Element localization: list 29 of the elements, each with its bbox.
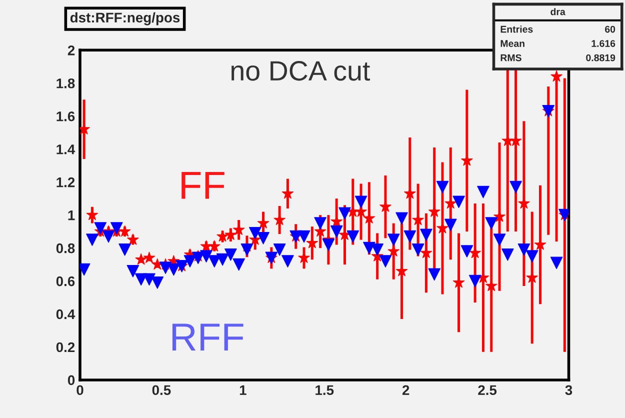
y-tick-label: 1.2 — [56, 177, 75, 188]
series-label: FF — [182, 172, 224, 199]
y-tick-label: 0 — [68, 375, 75, 386]
text: 1.616 — [592, 40, 616, 47]
annotation: RMS — [500, 54, 522, 62]
annotation: no DCA cut — [232, 61, 370, 81]
y-tick-label: 0.8 — [56, 243, 75, 254]
text: Mean — [500, 40, 524, 47]
y-tick-label: 0.2 — [56, 342, 75, 352]
y-tick-label: 0.4 — [56, 309, 76, 320]
y-tick-label: 1.6 — [56, 111, 75, 122]
text: Entries — [500, 26, 533, 33]
x-tick-label: 3 — [565, 385, 572, 396]
x-tick-label: 0.5 — [152, 385, 171, 396]
text: 0.8819 — [586, 54, 616, 62]
y-tick-label: 1.8 — [56, 78, 75, 88]
y-tick-label: 1 — [68, 210, 75, 220]
y-tick-label: 0.6 — [56, 276, 75, 286]
chart-title: dst:RFF:neg/pos — [70, 12, 180, 26]
text: dra — [550, 8, 566, 16]
y-tick-label: 2 — [68, 45, 75, 56]
x-tick-label: 1.5 — [316, 385, 334, 396]
x-tick-label: 2.5 — [478, 385, 497, 396]
series-label: RFF — [172, 324, 244, 350]
x-tick-label: 1 — [240, 385, 246, 395]
text: 60 — [605, 26, 616, 33]
x-tick-label: 0 — [76, 385, 84, 396]
x-tick-label: 2 — [402, 385, 410, 395]
y-tick-label: 1.4 — [56, 144, 76, 154]
